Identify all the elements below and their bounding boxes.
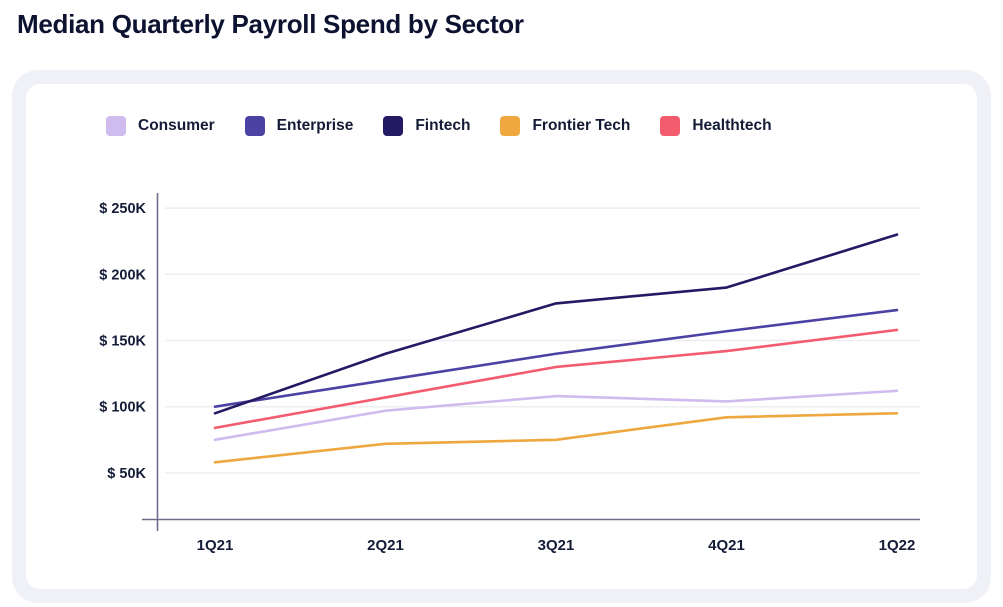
- y-tick-label: $ 200K: [99, 267, 146, 283]
- x-tick-label: 1Q21: [197, 537, 234, 554]
- y-tick-label: $ 150K: [99, 334, 146, 350]
- legend-swatch-frontier-tech-icon: [500, 116, 521, 136]
- series-line-fintech: [213, 233, 899, 415]
- legend-swatch-enterprise-icon: [244, 116, 265, 136]
- legend-label: Fintech: [415, 117, 471, 134]
- legend-item-fintech: Fintech: [383, 116, 470, 136]
- chart-legend: Consumer Enterprise Fintech Frontier Tec…: [106, 116, 772, 136]
- x-tick-label: 2Q21: [367, 537, 404, 554]
- legend-label: Healthtech: [692, 117, 772, 134]
- series-line-healthtech: [213, 328, 899, 430]
- chart-series-lines: [213, 233, 899, 464]
- legend-label: Frontier Tech: [532, 117, 631, 134]
- chart-panel: Consumer Enterprise Fintech Frontier Tec…: [26, 84, 977, 589]
- y-tick-label: $ 100K: [99, 400, 146, 416]
- y-tick-label: $ 50K: [107, 466, 146, 482]
- series-line-frontier-tech: [213, 412, 899, 464]
- page-title: Median Quarterly Payroll Spend by Sector: [17, 9, 524, 39]
- chart-card: Consumer Enterprise Fintech Frontier Tec…: [12, 70, 991, 603]
- legend-item-healthtech: Healthtech: [660, 116, 772, 136]
- gridlines: [165, 207, 920, 474]
- legend-swatch-consumer-icon: [106, 116, 126, 136]
- legend-item-enterprise: Enterprise: [244, 116, 354, 136]
- legend-label: Enterprise: [276, 117, 354, 134]
- line-chart: $ 250K $ 200K $ 150K $ 100K $ 50K 1Q21 2Q21 3Q…: [99, 193, 920, 554]
- axes: [142, 193, 920, 531]
- y-tick-label: $ 250K: [99, 201, 146, 217]
- y-axis-tick-labels: $ 250K $ 200K $ 150K $ 100K $ 50K: [99, 201, 146, 482]
- legend-item-consumer: Consumer: [106, 116, 215, 136]
- x-axis-tick-labels: 1Q21 2Q21 3Q21 4Q21 1Q22: [197, 537, 916, 554]
- x-tick-label: 4Q21: [708, 537, 745, 554]
- legend-item-frontier-tech: Frontier Tech: [500, 116, 630, 136]
- x-tick-label: 3Q21: [538, 537, 575, 554]
- series-line-enterprise: [213, 308, 899, 409]
- legend-label: Consumer: [138, 117, 215, 134]
- series-line-consumer: [213, 389, 899, 442]
- x-tick-label: 1Q22: [879, 537, 916, 554]
- legend-swatch-healthtech-icon: [660, 116, 681, 136]
- legend-swatch-fintech-icon: [383, 116, 404, 136]
